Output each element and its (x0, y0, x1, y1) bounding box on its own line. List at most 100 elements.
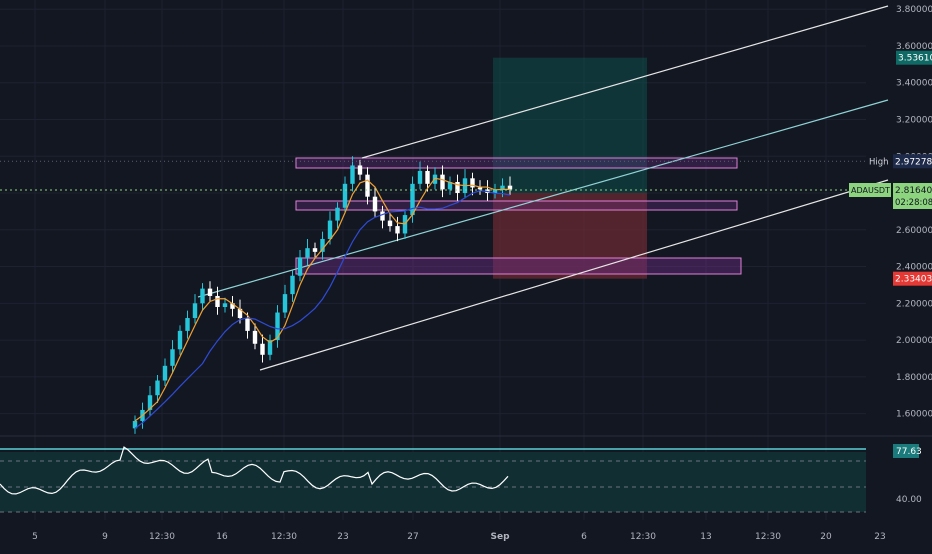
candle[interactable] (440, 174, 445, 190)
candle[interactable] (237, 308, 243, 319)
resistance-zone[interactable] (295, 157, 738, 169)
candle[interactable] (132, 420, 138, 429)
price-tick-label: 3.400000 (896, 79, 932, 89)
candle[interactable] (455, 181, 460, 194)
candle[interactable] (290, 275, 295, 295)
candle[interactable] (275, 312, 280, 341)
last-label-bg (893, 183, 932, 210)
candle[interactable] (470, 178, 475, 188)
time-tick-label: 13 (700, 532, 711, 542)
candle[interactable] (417, 170, 423, 184)
candle[interactable] (365, 174, 370, 197)
trend-channels[interactable] (197, 5, 889, 371)
candle[interactable] (320, 238, 325, 252)
candle[interactable] (155, 380, 160, 396)
candle[interactable] (177, 330, 183, 350)
time-tick-label: 6 (581, 532, 587, 542)
candle[interactable] (297, 257, 303, 276)
candle[interactable] (372, 196, 378, 212)
price-tick-label: 1.600000 (896, 410, 932, 420)
price-tick-label: 1.800000 (896, 373, 932, 383)
price-tick-label: 3.200000 (896, 115, 932, 125)
high-label-text: 2.972789 (895, 157, 932, 167)
candle[interactable] (342, 183, 348, 208)
candle[interactable] (395, 226, 400, 234)
candle[interactable] (215, 295, 220, 307)
stop-price-label: 2.334030 (893, 271, 932, 286)
candle[interactable] (230, 303, 235, 309)
high-tag-text: High (869, 157, 889, 167)
high-tag-bg (866, 154, 890, 169)
time-tick-label: 12:30 (630, 532, 656, 542)
target-zone[interactable] (493, 57, 647, 194)
high-price-label: High 2.972789 (866, 154, 932, 169)
symbol-tag-bg (849, 183, 891, 198)
candle[interactable] (387, 220, 393, 227)
channel-lower-line[interactable] (259, 179, 889, 371)
candle[interactable] (425, 170, 430, 184)
price-tick-label: 2.000000 (896, 336, 932, 346)
candle[interactable] (312, 248, 318, 252)
stop-zone[interactable] (493, 193, 647, 279)
candle[interactable] (350, 165, 355, 184)
time-tick-label: 23 (874, 532, 885, 542)
candle[interactable] (447, 181, 453, 190)
candle[interactable] (170, 349, 175, 366)
high-label-bg (893, 154, 932, 169)
candle[interactable] (252, 330, 258, 344)
time-tick-label: 12:30 (755, 532, 781, 542)
candle[interactable] (357, 165, 363, 175)
ma-slow-line[interactable] (134, 190, 511, 429)
rsi-upper-label: 77.63 (896, 447, 922, 457)
candle[interactable] (507, 185, 513, 190)
ma-fast-line[interactable] (134, 177, 510, 422)
candle[interactable] (200, 288, 205, 304)
candle[interactable] (185, 318, 190, 331)
target-label-bg (896, 50, 932, 65)
candle[interactable] (267, 340, 273, 355)
time-axis[interactable]: 5 9 12:30 16 12:30 23 27 Sep 6 12:30 13 12:30 20 23 (32, 532, 886, 542)
candle[interactable] (207, 288, 213, 296)
candle[interactable] (260, 343, 265, 355)
candle[interactable] (410, 183, 415, 216)
time-tick-label: 16 (216, 532, 228, 542)
price-tick-label: 2.200000 (896, 299, 932, 309)
rsi-line[interactable] (0, 446, 509, 495)
rsi-upper-label-bg (893, 444, 919, 458)
candle[interactable] (477, 187, 483, 190)
time-tick-label: 27 (407, 532, 418, 542)
candle[interactable] (282, 294, 288, 313)
candle[interactable] (327, 220, 333, 239)
candle[interactable] (380, 211, 385, 221)
time-tick-label: 5 (32, 532, 38, 542)
candle[interactable] (335, 207, 340, 221)
candle[interactable] (305, 248, 310, 258)
target-label-text: 3.536100 (898, 54, 932, 64)
time-tick-label: Sep (490, 532, 510, 542)
time-tick-label: 9 (102, 532, 108, 542)
price-tick-label: 2.400000 (896, 263, 932, 273)
candle[interactable] (147, 395, 153, 410)
candle[interactable] (492, 189, 498, 194)
rsi-band (0, 452, 866, 512)
rsi-pane[interactable] (0, 446, 866, 513)
candle[interactable] (245, 318, 250, 331)
price-tick-label: 3.600000 (896, 42, 932, 52)
candle[interactable] (192, 303, 198, 319)
candle[interactable] (500, 185, 505, 190)
candle[interactable] (162, 365, 168, 381)
channel-upper-line[interactable] (361, 5, 889, 159)
support-zone[interactable] (295, 257, 742, 275)
rsi-labels: 77.63 40.00 (893, 444, 922, 505)
time-tick-label: 12:30 (271, 532, 297, 542)
symbol-tag-text: ADAUSDT (851, 186, 890, 195)
candle[interactable] (222, 303, 228, 307)
time-tick-label: 20 (820, 532, 832, 542)
price-tick-label: 2.600000 (896, 226, 932, 236)
price-tick-label: 3.800000 (896, 5, 932, 15)
channel-mid-line[interactable] (197, 99, 889, 298)
